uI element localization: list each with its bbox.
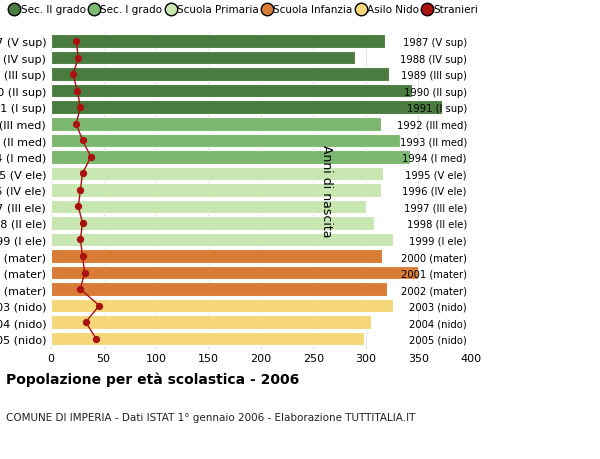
Text: Popolazione per età scolastica - 2006: Popolazione per età scolastica - 2006 — [6, 372, 299, 386]
Point — [95, 302, 104, 310]
Point — [76, 187, 85, 194]
Point — [86, 154, 96, 161]
Text: COMUNE DI IMPERIA - Dati ISTAT 1° gennaio 2006 - Elaborazione TUTTITALIA.IT: COMUNE DI IMPERIA - Dati ISTAT 1° gennai… — [6, 412, 415, 422]
Bar — [51, 316, 371, 329]
Point — [76, 236, 85, 244]
Bar — [51, 184, 380, 197]
Bar — [51, 266, 418, 280]
Bar — [51, 233, 394, 247]
Bar — [51, 35, 385, 49]
Point — [71, 39, 81, 46]
Bar — [51, 283, 387, 296]
Bar — [51, 200, 366, 214]
Point — [78, 137, 88, 145]
Legend: Sec. II grado, Sec. I grado, Scuola Primaria, Scuola Infanzia, Asilo Nido, Stran: Sec. II grado, Sec. I grado, Scuola Prim… — [11, 5, 478, 15]
Point — [78, 170, 88, 178]
Bar — [51, 52, 355, 65]
Bar — [51, 299, 394, 313]
Bar — [51, 85, 412, 98]
Point — [76, 104, 85, 112]
Point — [73, 88, 82, 95]
Point — [78, 220, 88, 227]
Point — [80, 269, 89, 277]
Bar — [51, 118, 380, 131]
Bar — [51, 68, 389, 82]
Bar — [51, 250, 382, 263]
Point — [74, 203, 83, 211]
Point — [68, 71, 78, 78]
Bar — [51, 134, 400, 148]
Bar — [51, 151, 410, 164]
Point — [81, 319, 91, 326]
Point — [76, 286, 85, 293]
Bar — [51, 167, 383, 181]
Point — [78, 253, 88, 260]
Point — [71, 121, 81, 128]
Y-axis label: Anni di nascita: Anni di nascita — [320, 144, 333, 237]
Point — [74, 55, 83, 62]
Point — [91, 335, 101, 342]
Bar — [51, 332, 364, 346]
Bar — [51, 101, 442, 115]
Bar — [51, 217, 374, 230]
